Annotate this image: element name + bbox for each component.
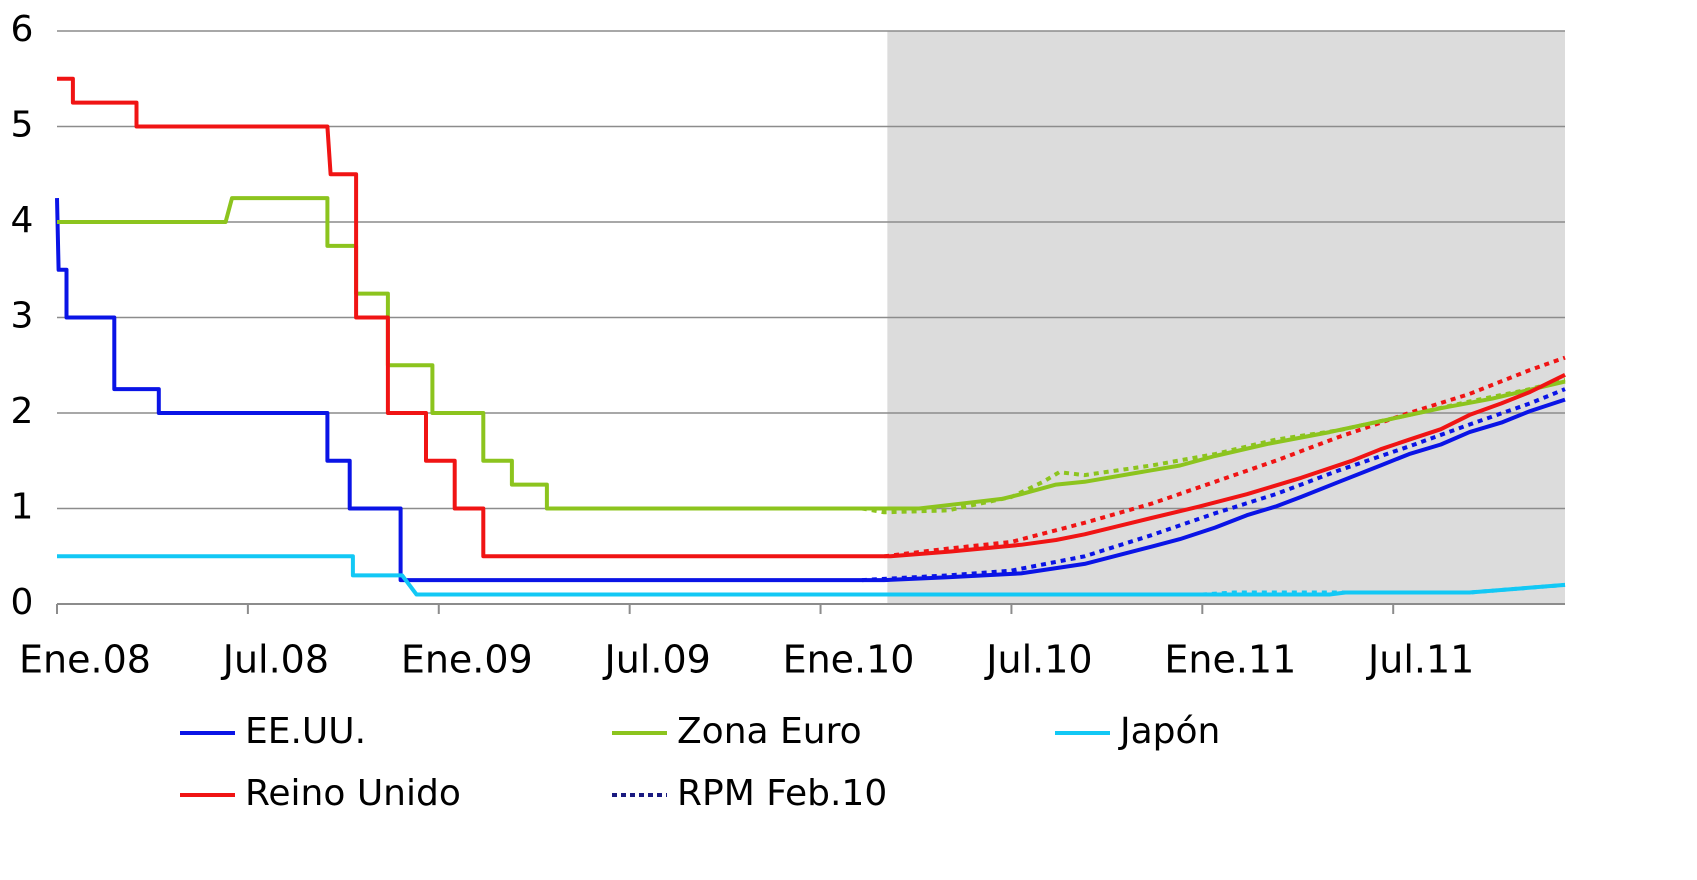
y-tick-label: 2 <box>11 391 34 432</box>
legend-label: Reino Unido <box>245 773 461 814</box>
projection-line <box>861 387 1566 583</box>
series-line <box>57 76 1566 559</box>
legend-label: EE.UU. <box>245 711 366 752</box>
y-tick-label: 0 <box>11 582 34 623</box>
projection-line <box>883 355 1566 559</box>
y-tick-label: 6 <box>11 9 34 50</box>
x-tick-label: Jul.08 <box>221 638 329 682</box>
series-line <box>55 198 1566 583</box>
x-tick-label: Ene.10 <box>783 638 915 682</box>
legend-label: RPM Feb.10 <box>677 773 887 814</box>
x-tick-label: Jul.10 <box>984 638 1092 682</box>
y-tick-label: 4 <box>11 200 34 241</box>
x-tick-label: Ene.11 <box>1164 638 1296 682</box>
x-tick-label: Ene.08 <box>19 638 151 682</box>
legend-label: Zona Euro <box>677 711 862 752</box>
legend-label: Japón <box>1118 711 1220 752</box>
x-tick-label: Ene.09 <box>401 638 533 682</box>
x-tick-label: Jul.09 <box>603 638 711 682</box>
series-line <box>57 554 1566 597</box>
y-tick-label: 1 <box>11 487 34 528</box>
y-tick-label: 3 <box>11 296 34 337</box>
y-tick-label: 5 <box>11 105 34 146</box>
x-tick-label: Jul.11 <box>1366 638 1474 682</box>
